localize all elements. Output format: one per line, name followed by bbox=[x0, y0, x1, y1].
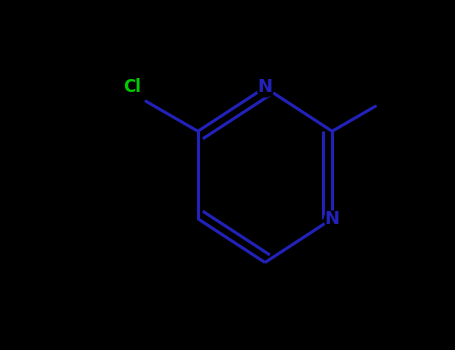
Text: N: N bbox=[258, 78, 273, 97]
Text: N: N bbox=[324, 210, 339, 228]
Text: Cl: Cl bbox=[123, 78, 141, 96]
